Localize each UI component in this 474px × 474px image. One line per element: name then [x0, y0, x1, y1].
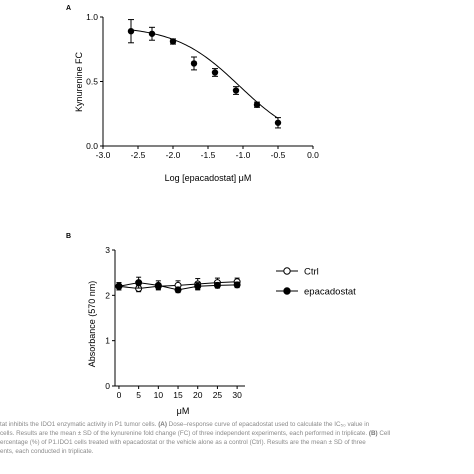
caption-panel-ref: (A) [158, 421, 167, 428]
panel-a-data-point [127, 19, 135, 44]
panel-b-data-point [233, 281, 241, 289]
panel-a-x-tick-label: -1.0 [236, 150, 251, 160]
panel-a-data-point [253, 101, 261, 108]
panel-b-data-point [154, 280, 162, 291]
panel-b-label: B [66, 233, 71, 240]
panel-a-marker [232, 87, 240, 94]
legend-entry: epacadostat [276, 287, 356, 298]
panel-a-x-axis-label: Log [epacadostat] μM [165, 173, 252, 183]
panel-a-data-point [148, 26, 156, 41]
legend-marker [283, 267, 291, 275]
panel-a-label: A [66, 5, 71, 12]
panel-b-legend: Ctrl epacadostat [276, 267, 356, 298]
panel-a-data-point [274, 117, 282, 129]
panel-a-marker [127, 27, 135, 35]
panel-b-x-tick-label: 0 [117, 390, 122, 400]
panel-a-marker [169, 38, 177, 45]
panel-b-y-tick-label: 2 [105, 290, 110, 300]
panel-a-data-point [211, 68, 219, 77]
panel-b-data-point [213, 281, 221, 289]
panel-b-ticks: 0 5 10 15 20 25 30 0 1 2 3 [105, 245, 242, 400]
panel-b-x-tick-label: 10 [154, 390, 164, 400]
caption-text: Cell [377, 430, 391, 437]
panel-a-y-tick-label: 0.0 [86, 141, 98, 151]
panel-a-marker [148, 30, 156, 37]
caption-line-2: cells. Results are the mean ± SD of the … [0, 429, 474, 438]
panel-b-data-point [194, 282, 202, 291]
panel-b-y-tick-label: 1 [105, 336, 110, 346]
legend-marker [283, 287, 291, 295]
legend-entry: Ctrl [276, 267, 319, 278]
panel-a-x-tick-label: -1.5 [201, 150, 216, 160]
panel-b-x-tick-label: 15 [173, 390, 183, 400]
panel-a-x-tick-label: -3.0 [96, 150, 111, 160]
figure-caption: tat inhibits the IDO1 enzymatic activity… [0, 420, 474, 456]
panel-b-x-tick-label: 20 [193, 390, 203, 400]
panel-a-y-axis-label: Kynurenine FC [74, 51, 84, 112]
panel-b-x-axis-label: μM [177, 406, 190, 416]
panel-a-y-tick-label: 1.0 [86, 12, 98, 22]
panel-b-x-tick-label: 5 [136, 390, 141, 400]
panel-a-ticks: -3.0 -2.5 -2.0 -1.5 -1.0 -0.5 0.0 0.0 0.5 1.0 [86, 12, 319, 160]
panel-a-x-tick-label: -2.0 [166, 150, 181, 160]
caption-text: cells. Results are the mean ± SD of the … [0, 430, 369, 437]
panel-a-x-tick-label: 0.0 [307, 150, 319, 160]
legend-label: epacadostat [304, 287, 356, 298]
panel-b-marker [194, 282, 202, 290]
panel-a-points [127, 19, 282, 129]
panel-a-marker [253, 101, 261, 108]
panel-b-marker [174, 286, 182, 294]
panel-b-points [115, 276, 241, 294]
caption-panel-ref: (B) [368, 430, 378, 437]
caption-text: Dose–response curve of epacadostat used … [166, 421, 370, 428]
panel-b-marker [154, 281, 162, 289]
panel-b-marker [213, 281, 221, 289]
panel-b-marker [233, 281, 241, 289]
panel-b-x-tick-label: 30 [232, 390, 242, 400]
panel-b-x-tick-label: 25 [213, 390, 223, 400]
panel-a-data-point [169, 38, 177, 45]
panel-b-y-tick-label: 0 [105, 381, 110, 391]
panel-b-chart: B 0 5 10 15 20 25 30 0 1 2 3 μM Absorbance (570 nm… [66, 233, 356, 416]
panel-b-data-point [115, 282, 123, 291]
figure-canvas: A -3.0 -2.5 -2.0 -1.5 -1.0 -0.5 0.0 0.0 0.5 1.0 L… [66, 5, 356, 416]
caption-line-4: ents, each conducted in triplicate. [0, 448, 94, 455]
panel-b-data-point [135, 276, 143, 289]
panel-b-y-axis-label: Absorbance (570 nm) [87, 281, 97, 368]
panel-a-x-tick-label: -2.5 [131, 150, 146, 160]
panel-a-marker [211, 69, 219, 76]
panel-b-axes [114, 250, 245, 387]
panel-a-fit-curve [130, 29, 279, 119]
panel-a-chart: A -3.0 -2.5 -2.0 -1.5 -1.0 -0.5 0.0 0.0 0.5 1.0 L… [66, 5, 319, 183]
panel-a-marker [190, 60, 198, 67]
legend-label: Ctrl [304, 267, 319, 278]
panel-b-marker [115, 282, 123, 290]
panel-a-y-tick-label: 0.5 [86, 77, 98, 87]
panel-a-axes [102, 17, 313, 147]
panel-a-marker [274, 119, 282, 126]
caption-line-3: ercentage (%) of P1.IDO1 cells treated w… [0, 439, 366, 446]
panel-b-y-tick-label: 3 [105, 245, 110, 255]
panel-b-data-point [174, 286, 182, 294]
caption-text: tat inhibits the IDO1 enzymatic activity… [0, 421, 159, 428]
panel-a-x-tick-label: -0.5 [271, 150, 286, 160]
panel-b-marker [135, 279, 143, 287]
panel-a-data-point [190, 56, 198, 71]
caption-line-1: tat inhibits the IDO1 enzymatic activity… [0, 420, 474, 429]
panel-a-data-point [232, 86, 240, 95]
